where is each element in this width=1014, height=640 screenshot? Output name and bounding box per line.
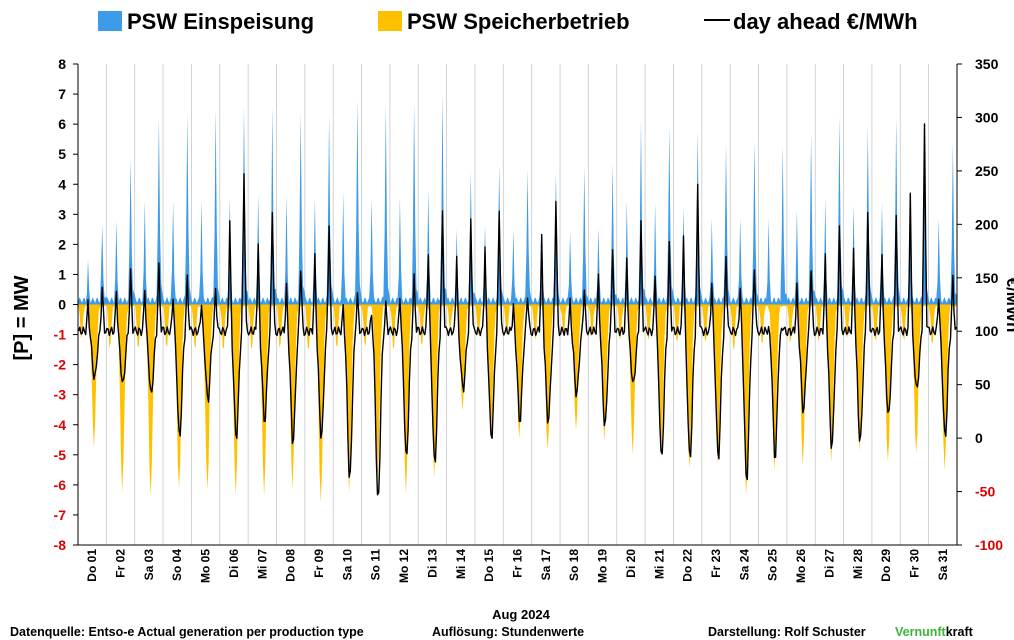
y-tick-label: 4 — [58, 176, 66, 192]
y2-tick-label: 150 — [975, 270, 999, 286]
y-tick-label: -2 — [54, 357, 67, 373]
y-tick-label: 6 — [58, 116, 66, 132]
x-tick-label: Mo 05 — [199, 549, 213, 583]
footer-brand: Vernunftkraft — [895, 625, 974, 639]
x-tick-label: So 11 — [369, 549, 383, 581]
y-tick-label: -3 — [54, 387, 67, 403]
footer-source: Datenquelle: Entso-e Actual generation p… — [10, 625, 364, 639]
x-tick-label: Mi 07 — [255, 549, 269, 579]
footer-resolution: Auflösung: Stundenwerte — [432, 625, 584, 639]
y-tick-label: 5 — [58, 146, 66, 162]
y2-tick-label: 250 — [975, 163, 999, 179]
y-tick-label: -5 — [54, 447, 67, 463]
y-tick-label: -6 — [54, 477, 67, 493]
y2-tick-label: 100 — [975, 323, 999, 339]
x-axis-label: Aug 2024 — [492, 607, 551, 622]
x-tick-label: Sa 10 — [340, 549, 354, 581]
x-tick-label: Fr 09 — [312, 549, 326, 578]
y2-tick-label: 350 — [975, 56, 999, 72]
x-tick-label: So 25 — [766, 549, 780, 581]
y2-tick-label: -50 — [975, 484, 995, 500]
x-tick-label: Di 06 — [227, 549, 241, 578]
x-axis-ticks: Do 01 Fr 02 Sa 03 So 04 Mo 05 Di 06 Mi 07 Do 08… — [85, 549, 950, 583]
x-tick-label: Di 20 — [624, 549, 638, 578]
x-tick-label: Fr 02 — [114, 549, 128, 578]
y-tick-label: 0 — [58, 297, 66, 313]
footer-author: Darstellung: Rolf Schuster — [708, 625, 866, 639]
x-tick-label: Do 29 — [879, 549, 893, 582]
y-tick-label: 8 — [58, 56, 66, 72]
x-tick-label: So 18 — [567, 549, 581, 581]
y-tick-label: 2 — [58, 236, 66, 252]
x-tick-label: Mi 21 — [652, 549, 666, 579]
x-tick-label: Di 13 — [425, 549, 439, 578]
y-tick-label: 3 — [58, 206, 66, 222]
footer-brand-green: Vernunft — [895, 625, 947, 639]
series-line-price — [77, 123, 958, 496]
y-tick-label: -1 — [54, 327, 67, 343]
x-tick-label: Do 22 — [681, 549, 695, 582]
plot-price — [77, 123, 958, 496]
y-axis-left-ticks: 8 7 6 5 4 3 2 1 0 -1 -2 -3 -4 -5 -6 -7 -8 — [54, 56, 78, 553]
x-tick-label: Sa 03 — [142, 549, 156, 581]
x-tick-label: Mi 28 — [851, 549, 865, 579]
x-tick-label: Do 01 — [85, 549, 99, 582]
x-tick-label: Fr 30 — [908, 549, 922, 578]
x-tick-label: Mo 26 — [794, 549, 808, 583]
x-tick-label: Mo 19 — [596, 549, 610, 583]
x-tick-label: Fr 23 — [709, 549, 723, 578]
legend-label-einspeisung: PSW Einspeisung — [127, 9, 314, 34]
x-tick-label: Fr 16 — [511, 549, 525, 578]
x-tick-label: Do 08 — [284, 549, 298, 582]
y-tick-label: -4 — [54, 417, 67, 433]
y2-tick-label: 50 — [975, 377, 991, 393]
x-tick-label: So 04 — [170, 549, 184, 581]
legend-swatch-einspeisung — [98, 11, 122, 31]
x-tick-label: Sa 17 — [539, 549, 553, 581]
y2-tick-label: 0 — [975, 430, 983, 446]
y-tick-label: -7 — [54, 507, 67, 523]
y2-tick-label: 300 — [975, 109, 999, 125]
y-axis-right-ticks: 350 300 250 200 150 100 50 0 -50 -100 — [957, 56, 1003, 553]
legend-label-speicher: PSW Speicherbetrieb — [407, 9, 630, 34]
y-tick-label: 7 — [58, 86, 66, 102]
y2-tick-label: -100 — [975, 537, 1003, 553]
y-axis-right-label: €/MWh — [1003, 278, 1014, 333]
series-area-speicher — [78, 304, 957, 503]
y2-tick-label: 200 — [975, 216, 999, 232]
plot-areas — [78, 94, 957, 503]
y-axis-left-label: [P] = MW — [11, 275, 33, 360]
footer-brand-black: kraft — [946, 625, 974, 639]
x-tick-label: Mo 12 — [397, 549, 411, 583]
legend-label-price: day ahead €/MWh — [733, 9, 918, 34]
x-tick-label: Mi 14 — [454, 549, 468, 579]
y-tick-label: 1 — [58, 266, 66, 282]
x-tick-label: Do 15 — [482, 549, 496, 582]
x-tick-label: Di 27 — [822, 549, 836, 578]
legend-swatch-speicher — [378, 11, 402, 31]
x-tick-label: Sa 31 — [936, 549, 950, 581]
x-tick-label: Sa 24 — [737, 549, 751, 581]
y-tick-label: -8 — [54, 537, 67, 553]
